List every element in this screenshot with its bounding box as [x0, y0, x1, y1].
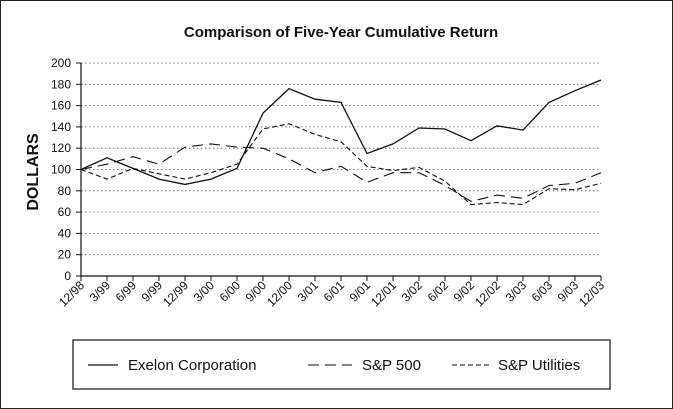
y-tick-label: 200 [51, 56, 71, 70]
x-tick-label: 12/99 [160, 278, 191, 309]
y-tick-label: 0 [64, 269, 71, 283]
y-axis-ticks: 0 20 40 60 80 100 120 140 160 180 200 [51, 56, 81, 283]
y-tick-label: 60 [58, 205, 72, 219]
x-tick-label: 3/01 [295, 278, 322, 305]
x-tick-label: 6/03 [529, 278, 556, 305]
legend-label-exelon: Exelon Corporation [128, 357, 256, 374]
y-tick-label: 160 [51, 99, 71, 113]
y-axis-label: DOLLARS [25, 133, 42, 211]
x-tick-label: 3/03 [503, 278, 530, 305]
y-tick-label: 80 [58, 184, 72, 198]
x-tick-label: 12/01 [368, 278, 399, 309]
legend-label-sp500: S&P 500 [362, 357, 421, 374]
y-tick-label: 140 [51, 120, 71, 134]
x-tick-label: 3/02 [399, 278, 426, 305]
gridlines [81, 62, 601, 256]
x-tick-label: 12/03 [576, 278, 607, 309]
y-tick-label: 20 [58, 248, 72, 262]
series-lines [80, 79, 602, 206]
x-tick-label: 12/00 [264, 278, 295, 309]
y-tick-label: 40 [58, 226, 72, 240]
x-tick-label: 6/01 [321, 278, 348, 305]
x-tick-label: 3/99 [87, 278, 114, 305]
x-tick-label: 6/02 [425, 278, 452, 305]
legend-box [72, 339, 611, 390]
x-tick-label: 3/00 [191, 278, 218, 305]
legend-label-sputilities: S&P Utilities [498, 357, 580, 374]
x-tick-label: 12/98 [56, 278, 87, 309]
x-tick-label: 12/02 [472, 278, 503, 309]
series-line-s-p-500 [80, 143, 602, 202]
series-line-exelon-corporation [80, 79, 602, 186]
x-tick-label: 6/99 [113, 278, 140, 305]
chart-title: Comparison of Five-Year Cumulative Retur… [184, 24, 498, 41]
series-line-s-p-utilities [80, 123, 602, 206]
y-tick-label: 100 [51, 163, 71, 177]
legend: Exelon Corporation S&P 500 S&P Utilities [72, 339, 611, 390]
y-tick-label: 180 [51, 77, 71, 91]
y-tick-label: 120 [51, 141, 71, 155]
x-tick-label: 6/00 [217, 278, 244, 305]
